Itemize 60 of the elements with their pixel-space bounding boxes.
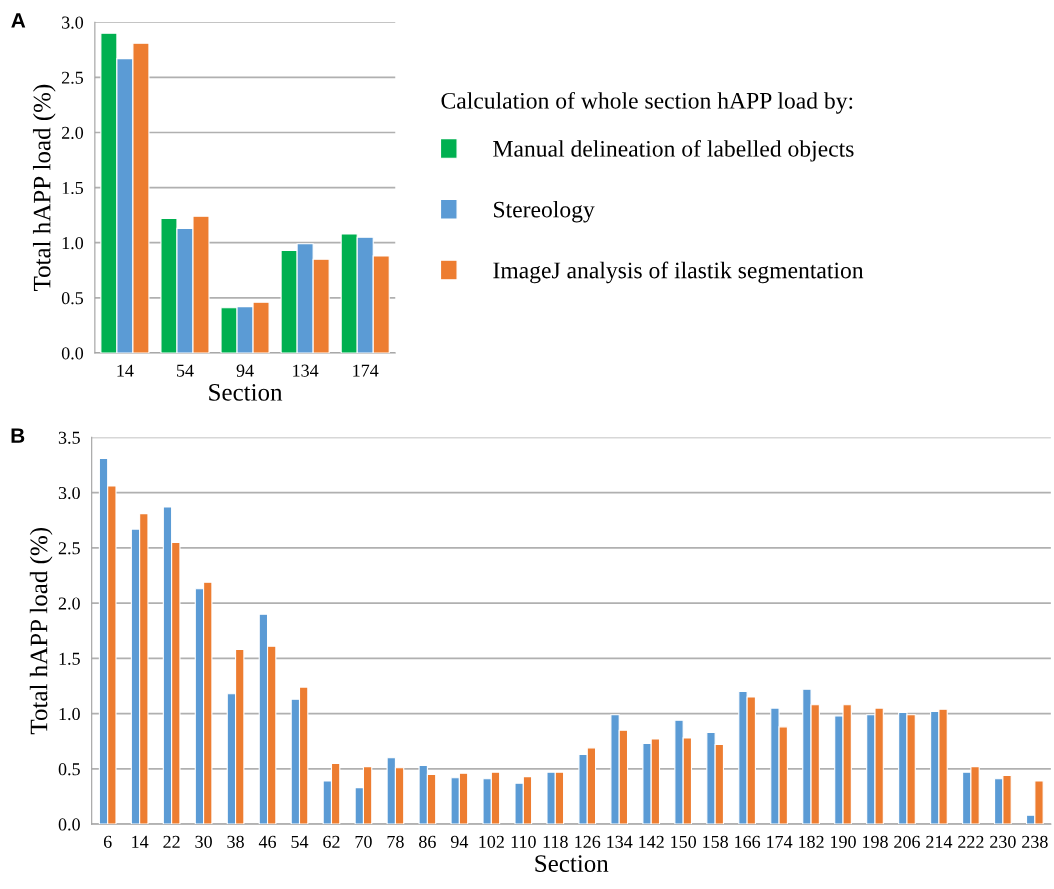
x-tick-label: 14	[117, 364, 134, 377]
x-tick-label: 230	[990, 835, 1016, 848]
x-tick-label: 94	[236, 364, 254, 377]
x-tick-label: 86	[419, 835, 436, 848]
x-tick-label: 46	[258, 835, 277, 848]
x-tick-label: 22	[163, 835, 180, 848]
y-axis-title: Total hAPP load (%)	[32, 84, 56, 291]
y-tick-label: 1.0	[59, 707, 80, 721]
y-tick-label: 2.0	[61, 126, 84, 139]
y-tick-label: 1.0	[62, 236, 84, 250]
legend-label: Stereology	[494, 200, 595, 223]
x-tick-label: 222	[958, 835, 984, 848]
x-tick-label: 38	[227, 835, 244, 848]
y-tick-label: 3.5	[58, 431, 80, 444]
text: B	[11, 428, 25, 443]
y-tick-label: 0.5	[61, 292, 84, 305]
x-tick-label: 102	[479, 835, 504, 848]
x-tick-label: 182	[799, 835, 824, 848]
y-tick-label: 3.0	[58, 486, 80, 500]
y-tick-label: 2.5	[58, 542, 80, 555]
x-tick-label: 150	[671, 835, 697, 848]
x-tick-label: 110	[511, 835, 536, 848]
x-tick-label: 94	[450, 835, 469, 848]
x-axis-title: Section	[535, 855, 609, 872]
y-tick-label: 0.0	[58, 818, 80, 831]
x-tick-label: 70	[355, 835, 372, 848]
y-tick-label: 1.5	[59, 652, 80, 665]
y-tick-label: 0.0	[61, 347, 84, 360]
x-tick-label: 198	[863, 835, 888, 848]
x-tick-label: 14	[132, 835, 149, 848]
x-tick-label: 142	[639, 835, 664, 848]
x-tick-label: 206	[894, 835, 920, 848]
y-tick-label: 2.5	[61, 71, 84, 84]
x-tick-label: 6	[103, 835, 112, 848]
legend-label: Manual delineation of labelled objects	[493, 139, 854, 162]
x-tick-label: 190	[831, 835, 856, 848]
legend-title: Calculation of whole section hAPP load by:	[441, 91, 853, 114]
x-tick-label: 78	[387, 835, 404, 848]
x-tick-label: 30	[195, 835, 212, 848]
x-tick-label: 174	[353, 364, 379, 377]
x-tick-label: 62	[323, 835, 340, 848]
x-tick-label: 118	[543, 835, 568, 848]
x-tick-label: 134	[293, 364, 319, 377]
legend-label: ImageJ analysis of ilastik segmentation	[493, 261, 864, 284]
x-tick-label: 174	[767, 835, 793, 848]
y-tick-label: 0.5	[58, 763, 80, 776]
y-axis-title: Total hAPP load (%)	[29, 527, 53, 735]
text: A	[11, 13, 26, 28]
x-tick-label: 54	[177, 364, 194, 377]
x-tick-label: 214	[926, 835, 953, 848]
y-tick-label: 2.0	[58, 597, 80, 610]
x-tick-label: 158	[703, 835, 728, 848]
x-tick-label: 166	[735, 835, 761, 848]
y-tick-label: 1.5	[62, 181, 84, 195]
x-tick-label: 54	[291, 835, 309, 848]
x-tick-label: 126	[575, 835, 601, 848]
y-tick-label: 3.0	[62, 16, 84, 29]
x-tick-label: 134	[607, 835, 633, 848]
x-axis-title: Section	[209, 383, 283, 401]
x-tick-label: 238	[1022, 835, 1048, 848]
